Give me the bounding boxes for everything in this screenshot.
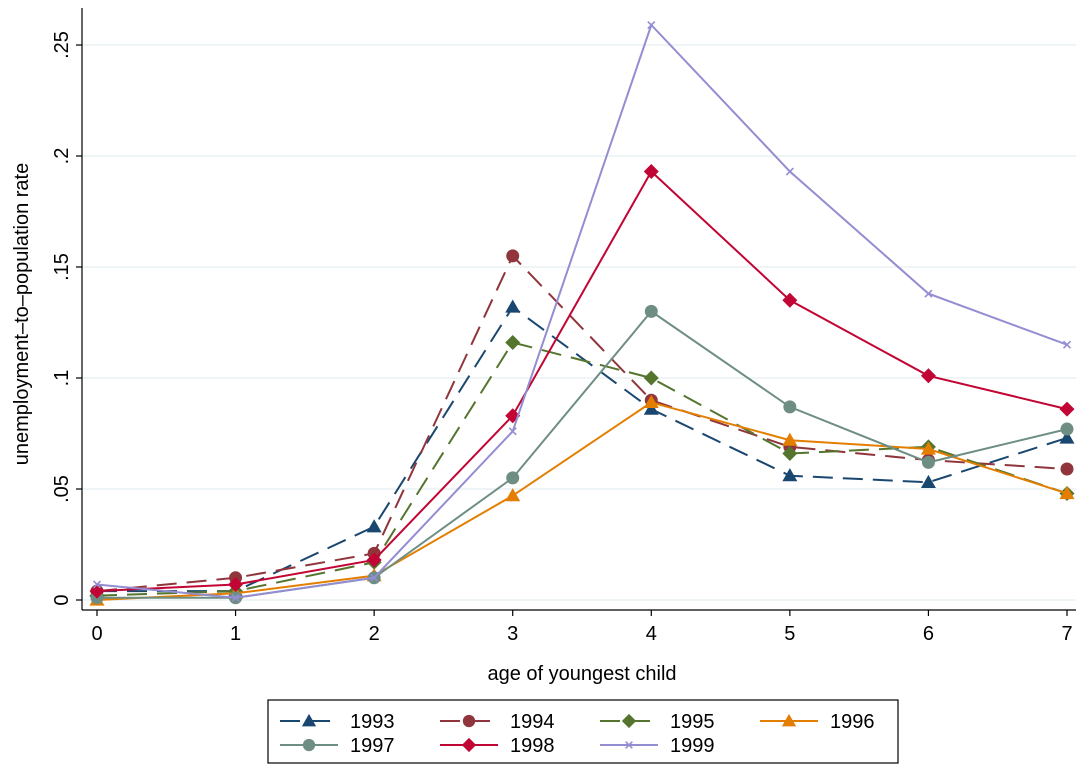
y-tick-label: .05: [51, 475, 73, 503]
series-layer: [89, 20, 1075, 606]
data-point-1997-6: [921, 455, 935, 469]
data-point-1994-3: [506, 249, 520, 263]
data-point-1999-6: [924, 289, 933, 298]
legend-marker-1995: [621, 713, 637, 729]
legend-item-1995: 1995: [600, 711, 715, 733]
data-point-1998-5: [782, 292, 798, 308]
data-point-1997-5: [783, 400, 797, 414]
data-point-1999-2: [370, 573, 379, 582]
data-point-1993-7: [1059, 430, 1075, 444]
data-point-1999-4: [647, 20, 656, 30]
data-point-1998-7: [1059, 401, 1075, 417]
data-point-1995-5: [782, 445, 798, 461]
legend: 1993 1994 1995 1996 1997 1998 1999: [267, 699, 899, 764]
data-point-1998-1: [228, 576, 244, 592]
data-point-1993-4: [643, 401, 659, 415]
y-axis-label: unemployment–to–population rate: [11, 163, 33, 465]
legend-marker-1997: [302, 738, 316, 752]
gridlines: [82, 44, 1076, 601]
data-point-1998-6: [920, 368, 936, 384]
legend-item-1994: 1994: [440, 711, 555, 733]
data-point-1996-3: [505, 488, 521, 502]
data-point-1993-3: [505, 299, 521, 313]
legend-label: 1996: [830, 711, 875, 733]
data-point-1997-3: [506, 471, 520, 485]
data-point-1993-5: [782, 468, 798, 482]
legend-label: 1999: [670, 735, 715, 757]
data-point-1999-0: [92, 580, 102, 589]
data-point-1996-7: [1059, 485, 1075, 500]
data-point-1999-7: [1062, 340, 1072, 349]
legend-item-1997: 1997: [280, 735, 395, 757]
legend-label: 1998: [510, 735, 555, 757]
legend-marker-1994: [462, 714, 476, 728]
legend-item-1996: 1996: [760, 711, 875, 733]
data-point-1996-6: [920, 441, 936, 455]
y-axis: 0 .05 .1 .15 .2 .25: [51, 31, 82, 606]
legend-marker-1993: [301, 713, 317, 727]
data-point-1998-2: [366, 552, 382, 568]
data-point-1995-4: [643, 370, 659, 386]
data-point-1997-7: [1060, 422, 1074, 436]
data-point-1996-5: [782, 432, 798, 446]
y-tick-label: .15: [51, 253, 73, 281]
x-axis: 0 1 2 3 4 5 6 7: [91, 610, 1073, 645]
series-1998: [89, 164, 1075, 599]
y-tick-label: .25: [51, 31, 73, 59]
data-point-1994-7: [1060, 462, 1074, 476]
x-tick-label: 6: [923, 623, 934, 645]
series-1999: [92, 20, 1072, 602]
legend-marker-1999: [625, 741, 633, 749]
plot-area: [81, 8, 1076, 611]
x-tick-label: 1: [230, 623, 241, 645]
data-point-1999-3: [508, 427, 517, 436]
legend-label: 1994: [510, 711, 555, 733]
data-point-1999-1: [231, 593, 240, 602]
legend-marker-1996: [781, 713, 797, 727]
data-point-1993-2: [366, 519, 382, 533]
legend-item-1998: 1998: [440, 735, 555, 757]
legend-marker-1998: [461, 737, 477, 753]
data-point-1995-3: [505, 334, 521, 350]
data-point-1996-4: [643, 394, 659, 409]
x-tick-label: 3: [507, 623, 518, 645]
y-tick-label: 0: [51, 594, 73, 605]
legend-label: 1995: [670, 711, 715, 733]
y-tick-label: .1: [51, 370, 73, 387]
series-line-1994: [96, 254, 1068, 593]
data-point-1997-4: [644, 304, 658, 318]
legend-item-1993: 1993: [280, 711, 395, 733]
x-tick-label: 4: [646, 623, 657, 645]
legend-box: [267, 699, 899, 764]
legend-label: 1993: [350, 711, 395, 733]
data-point-1999-5: [785, 167, 794, 176]
series-line-1995: [96, 341, 1068, 597]
series-line-1996: [96, 401, 1068, 601]
series-line-1999: [96, 23, 1068, 599]
legend-label: 1997: [350, 735, 395, 757]
x-tick-label: 7: [1061, 623, 1072, 645]
series-1994: [90, 249, 1074, 598]
x-tick-label: 2: [369, 623, 380, 645]
x-axis-label: age of youngest child: [487, 663, 676, 685]
data-point-1993-6: [920, 474, 936, 488]
series-line-1998: [96, 169, 1068, 593]
data-point-1998-4: [643, 164, 659, 180]
y-tick-label: .2: [51, 148, 73, 165]
x-tick-label: 5: [784, 623, 795, 645]
x-tick-label: 0: [91, 623, 102, 645]
legend-item-1999: 1999: [600, 735, 715, 757]
